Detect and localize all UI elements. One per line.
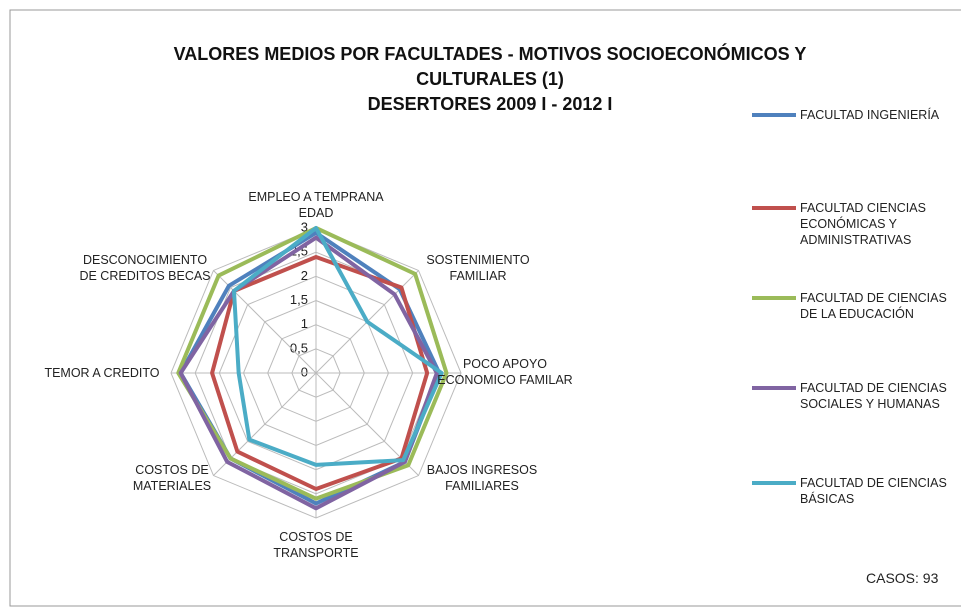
axis-spoke xyxy=(213,270,317,374)
series-line xyxy=(178,230,442,506)
series-line xyxy=(178,235,439,511)
category-label: COSTOS DE TRANSPORTE xyxy=(273,530,359,560)
category-label: POCO APOYO ECONOMICO FAMILAR xyxy=(437,357,573,387)
tick-label: 0 xyxy=(301,364,308,379)
legend-label: FACULTAD CIENCIAS ECONÓMICAS Y ADMINISTR… xyxy=(800,201,926,247)
category-label: BAJOS INGRESOS FAMILIARES xyxy=(426,463,538,493)
category-label: TEMOR A CREDITO xyxy=(44,366,160,380)
series-line xyxy=(210,255,430,491)
category-label: DESCONOCIMIENTO DE CREDITOS BECAS xyxy=(79,253,211,283)
tick-label: 1 xyxy=(301,316,308,331)
category-label: SOSTENIMIENTO FAMILIAR xyxy=(426,253,530,283)
legend-label: FACULTAD DE CIENCIAS SOCIALES Y HUMANAS xyxy=(800,381,947,411)
tick-label: 2 xyxy=(301,268,308,283)
tick-label: 3 xyxy=(301,219,308,234)
category-label: COSTOS DE MATERIALES xyxy=(132,463,212,493)
chart-subtitle: DESERTORES 2009 I - 2012 I xyxy=(367,94,613,114)
annotation: CASOS: 93 xyxy=(866,570,939,586)
chart-title: VALORES MEDIOS POR FACULTADES - MOTIVOS … xyxy=(173,44,807,89)
series-line xyxy=(176,226,449,501)
series-line xyxy=(231,226,444,467)
legend-label: FACULTAD DE CIENCIAS DE LA EDUCACIÓN xyxy=(800,291,947,321)
tick-label: 0,5 xyxy=(290,340,308,355)
tick-label: 1,5 xyxy=(290,292,308,307)
chart-frame xyxy=(9,9,961,607)
legend-label: FACULTAD DE CIENCIAS BÁSICAS xyxy=(800,476,947,506)
category-label: EMPLEO A TEMPRANA EDAD xyxy=(248,190,384,220)
legend-label: FACULTAD INGENIERÍA xyxy=(800,108,940,122)
